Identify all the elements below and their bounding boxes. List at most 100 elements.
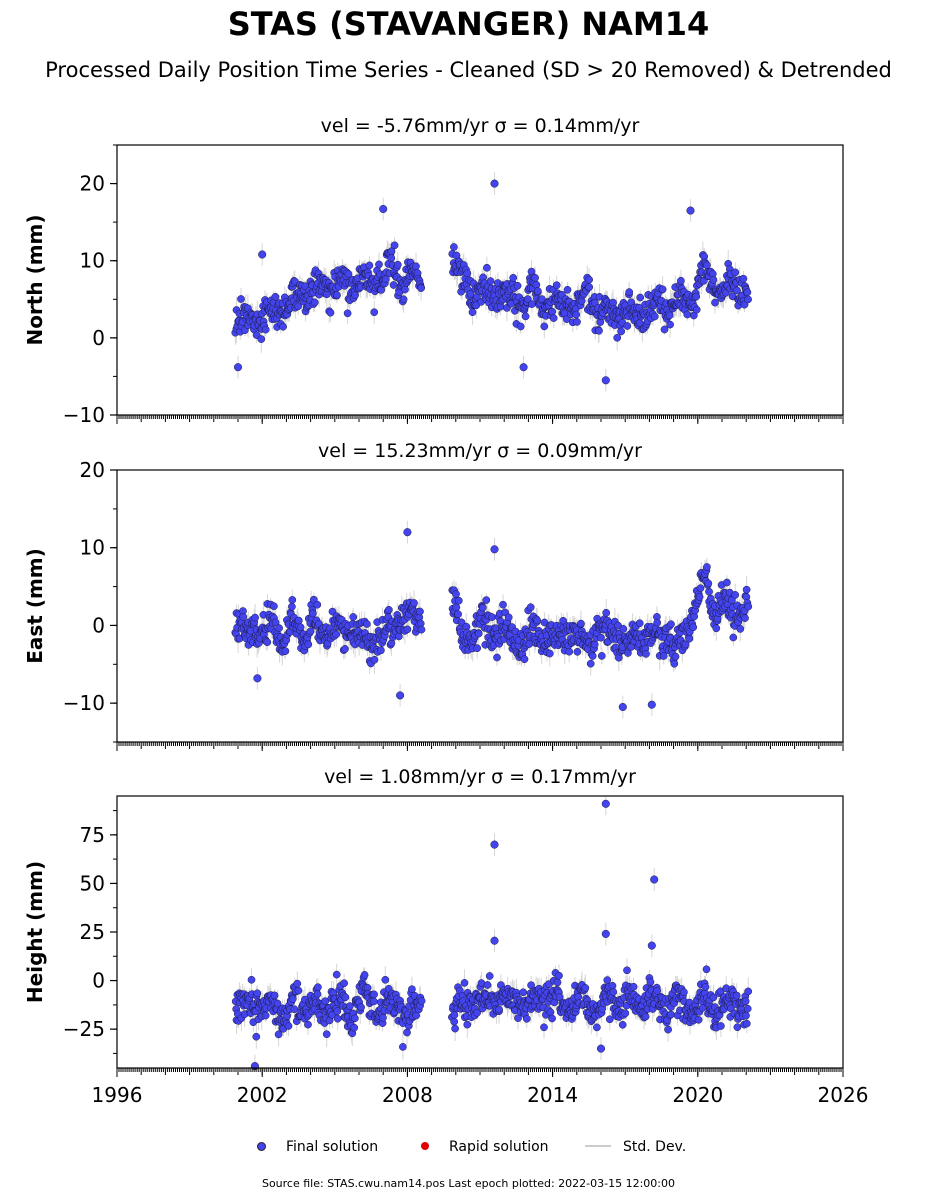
data-point bbox=[521, 656, 528, 663]
data-point bbox=[297, 624, 304, 631]
panel-1: −1001020East (mm)vel = 15.23mm/yr σ = 0.… bbox=[23, 440, 843, 751]
data-point bbox=[659, 286, 666, 293]
data-point bbox=[341, 645, 348, 652]
data-point bbox=[711, 299, 718, 306]
data-point bbox=[377, 647, 384, 654]
data-point bbox=[276, 625, 283, 632]
data-point bbox=[651, 313, 658, 320]
x-ticks bbox=[117, 742, 843, 751]
data-point bbox=[455, 597, 462, 604]
data-point bbox=[672, 653, 679, 660]
data-point bbox=[483, 597, 490, 604]
data-point bbox=[454, 611, 461, 618]
data-point bbox=[586, 284, 593, 291]
data-point bbox=[626, 289, 633, 296]
data-point bbox=[667, 621, 674, 628]
data-point bbox=[305, 641, 312, 648]
data-point bbox=[254, 990, 261, 997]
data-point bbox=[464, 270, 471, 277]
data-point bbox=[280, 323, 287, 330]
outlier-point bbox=[602, 377, 610, 385]
data-point bbox=[304, 1021, 311, 1028]
data-point bbox=[400, 296, 407, 303]
data-point bbox=[587, 660, 594, 667]
stddev-bars bbox=[236, 796, 749, 1068]
outlier-point bbox=[648, 701, 656, 709]
data-point bbox=[573, 311, 580, 318]
final-solution-points bbox=[232, 800, 752, 1070]
outlier-point bbox=[619, 703, 627, 711]
data-point bbox=[541, 323, 548, 330]
data-point bbox=[546, 650, 553, 657]
data-point bbox=[744, 289, 751, 296]
final-solution-points bbox=[232, 180, 752, 384]
y-tick-label: −10 bbox=[63, 691, 105, 715]
data-point bbox=[450, 243, 457, 250]
data-point bbox=[743, 586, 750, 593]
data-point bbox=[314, 991, 321, 998]
data-point bbox=[686, 635, 693, 642]
data-point bbox=[723, 579, 730, 586]
outlier-point bbox=[258, 251, 266, 259]
data-point bbox=[237, 295, 244, 302]
data-point bbox=[488, 614, 495, 621]
data-point bbox=[661, 326, 668, 333]
data-point bbox=[636, 620, 643, 627]
data-point bbox=[314, 984, 321, 991]
data-point bbox=[713, 625, 720, 632]
data-point bbox=[597, 634, 604, 641]
data-point bbox=[696, 593, 703, 600]
data-point bbox=[573, 318, 580, 325]
data-point bbox=[248, 976, 255, 983]
data-point bbox=[371, 309, 378, 316]
data-point bbox=[418, 626, 425, 633]
data-point bbox=[505, 614, 512, 621]
data-point bbox=[314, 601, 321, 608]
data-point bbox=[475, 630, 482, 637]
data-point bbox=[550, 315, 557, 322]
data-point bbox=[522, 313, 529, 320]
data-point bbox=[514, 282, 521, 289]
data-point bbox=[534, 287, 541, 294]
data-point bbox=[737, 625, 744, 632]
data-point bbox=[291, 1006, 298, 1013]
data-point bbox=[474, 645, 481, 652]
data-point bbox=[618, 328, 625, 335]
y-tick-label: 20 bbox=[80, 458, 105, 482]
data-point bbox=[549, 308, 556, 315]
data-point bbox=[334, 1015, 341, 1022]
data-point bbox=[395, 633, 402, 640]
data-point bbox=[703, 563, 710, 570]
data-point bbox=[741, 615, 748, 622]
data-point bbox=[483, 264, 490, 271]
data-point bbox=[371, 656, 378, 663]
data-point bbox=[532, 274, 539, 281]
data-point bbox=[660, 652, 667, 659]
outlier-point bbox=[491, 180, 499, 188]
data-point bbox=[401, 286, 408, 293]
data-point bbox=[534, 617, 541, 624]
data-point bbox=[517, 323, 524, 330]
data-point bbox=[730, 634, 737, 641]
data-point bbox=[295, 987, 302, 994]
y-axis-label: East (mm) bbox=[23, 548, 47, 664]
data-point bbox=[732, 591, 739, 598]
data-point bbox=[624, 322, 631, 329]
final-solution-points bbox=[232, 528, 752, 710]
data-point bbox=[620, 625, 627, 632]
data-point bbox=[342, 994, 349, 1001]
data-point bbox=[394, 261, 401, 268]
data-point bbox=[577, 620, 584, 627]
data-point bbox=[253, 1033, 260, 1040]
data-point bbox=[469, 309, 476, 316]
data-point bbox=[745, 296, 752, 303]
data-point bbox=[705, 588, 712, 595]
data-point bbox=[264, 639, 271, 646]
data-point bbox=[654, 619, 661, 626]
data-point bbox=[416, 608, 423, 615]
outlier-point bbox=[520, 363, 528, 371]
data-point bbox=[671, 660, 678, 667]
data-point bbox=[270, 603, 277, 610]
panel-2: 1996 2002 2008 2014 2020 2026−250255075Height… bbox=[23, 766, 868, 1107]
y-tick-label: 20 bbox=[80, 172, 105, 196]
